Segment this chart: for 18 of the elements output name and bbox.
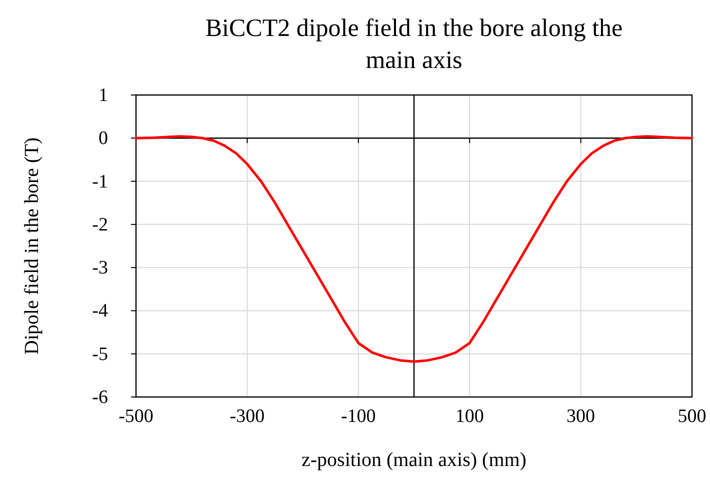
y-tick-label: -2 (92, 214, 108, 236)
y-tick-label: -4 (92, 300, 108, 322)
y-tick-label: -1 (92, 171, 108, 192)
x-tick-label: -100 (340, 406, 376, 427)
y-tick-label: 1 (98, 85, 108, 106)
x-tick-label: 100 (455, 406, 484, 427)
x-tick-label: 300 (566, 406, 596, 427)
y-tick-label: -6 (92, 387, 108, 408)
y-tick-label: 0 (98, 128, 108, 150)
y-tick-label: -5 (92, 344, 108, 365)
line-series (134, 135, 694, 363)
chart-title: BiCCT2 dipole field in the bore along the main axis (205, 15, 623, 74)
y-tick-label: -3 (92, 258, 108, 279)
x-tick-label: 500 (678, 406, 706, 427)
x-tick-label: -500 (118, 406, 154, 427)
y-axis-title: Dipole field in the bore (T) (21, 137, 43, 355)
x-axis-title: z-position (main axis) (mm) (302, 449, 526, 471)
x-tick-label: -300 (230, 406, 265, 427)
